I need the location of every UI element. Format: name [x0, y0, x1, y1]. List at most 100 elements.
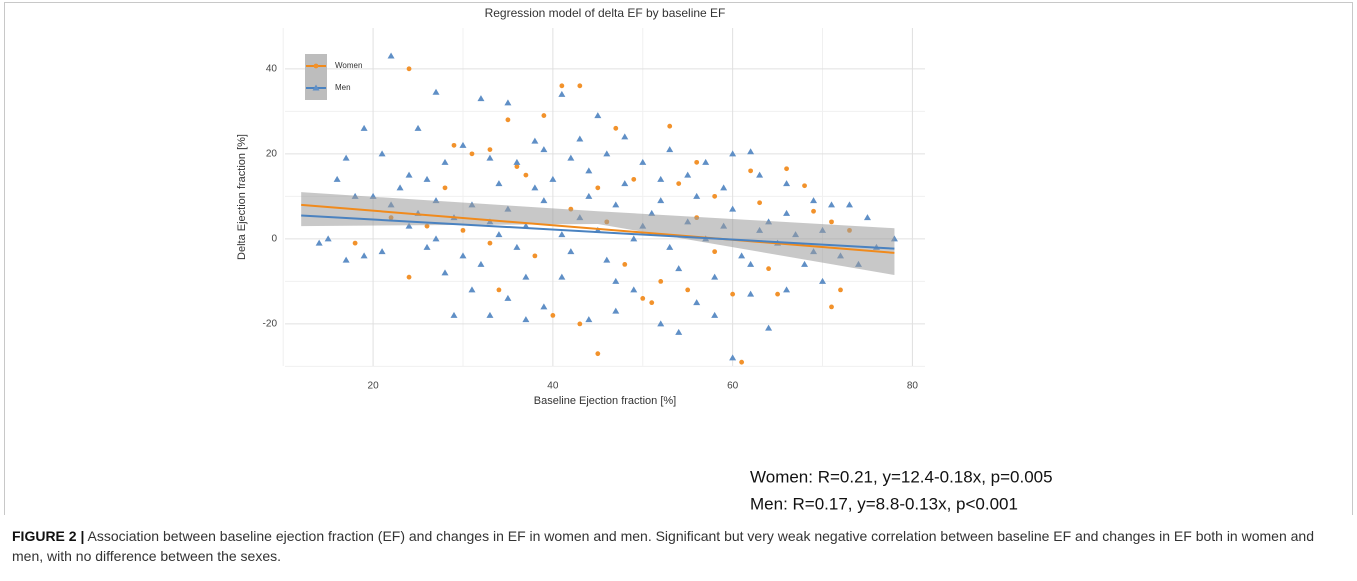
point [621, 180, 629, 187]
point [567, 248, 575, 255]
point [324, 235, 332, 242]
point [513, 243, 521, 250]
point [460, 227, 466, 233]
point [432, 235, 440, 242]
point [558, 90, 566, 97]
point [469, 151, 475, 157]
point [504, 294, 512, 301]
point [711, 273, 719, 280]
point [802, 183, 807, 189]
legend-marker [313, 63, 319, 69]
point [775, 291, 780, 297]
point [766, 266, 771, 272]
point [459, 252, 467, 259]
chart-title: Regression model of delta EF by baseline… [485, 6, 726, 20]
point [747, 260, 755, 267]
point [612, 277, 620, 284]
point [549, 175, 557, 182]
point [522, 273, 530, 280]
point [684, 171, 692, 178]
point [729, 205, 737, 212]
point [495, 231, 503, 238]
point [432, 88, 440, 95]
chart: Regression model of delta EF by baseline… [236, 6, 1053, 513]
caption: FIGURE 2 | Association between baseline … [12, 526, 1332, 566]
point [459, 141, 467, 148]
point [811, 208, 816, 214]
point [477, 95, 485, 102]
point [630, 286, 638, 293]
point [496, 287, 502, 293]
x-tick-label: 80 [907, 381, 919, 392]
fit-line [301, 214, 895, 250]
point [845, 201, 853, 208]
point [423, 243, 431, 250]
point [829, 219, 834, 225]
point [450, 311, 458, 318]
fit-line [301, 203, 895, 254]
point [577, 83, 583, 89]
point [748, 168, 754, 174]
point [729, 150, 737, 157]
point [531, 137, 539, 144]
point [441, 269, 449, 276]
point [360, 252, 368, 259]
point [441, 158, 449, 165]
point [396, 184, 404, 191]
legend-label: Men [335, 83, 351, 92]
point [657, 320, 665, 327]
point [487, 147, 493, 152]
point [523, 172, 529, 178]
point [540, 303, 548, 310]
point [522, 316, 530, 323]
point [810, 197, 818, 204]
point [783, 286, 791, 293]
point [514, 164, 520, 170]
point [405, 222, 413, 229]
point [513, 158, 521, 165]
point [405, 171, 413, 178]
legend-marker [312, 84, 320, 91]
point [595, 185, 601, 191]
point [594, 112, 602, 119]
point [504, 99, 512, 106]
point [613, 125, 619, 131]
point [612, 201, 620, 208]
point [649, 300, 655, 306]
point [747, 290, 755, 297]
point [567, 154, 575, 161]
point [486, 154, 494, 161]
point [711, 311, 719, 318]
point [675, 328, 683, 335]
point [451, 142, 457, 148]
y-tick-label: 40 [266, 63, 278, 74]
point [693, 299, 701, 306]
point [819, 277, 827, 284]
caption-text: Association between baseline ejection fr… [12, 528, 1314, 564]
point [712, 193, 718, 199]
point [540, 197, 548, 204]
point [694, 159, 700, 165]
point [585, 316, 593, 323]
point [486, 311, 494, 318]
point [829, 304, 834, 310]
point [666, 243, 674, 250]
point [693, 192, 701, 199]
point [487, 240, 493, 246]
y-tick-label: 20 [266, 148, 278, 159]
x-axis-label: Baseline Ejection fraction [%] [534, 395, 676, 407]
point [783, 180, 791, 187]
point [315, 239, 323, 246]
point [838, 287, 843, 293]
point [342, 154, 350, 161]
point [739, 359, 745, 365]
point [585, 167, 593, 174]
point [765, 324, 773, 331]
point [442, 185, 448, 191]
x-tick-label: 40 [547, 381, 559, 392]
point [757, 200, 763, 206]
point [531, 184, 539, 191]
point [577, 321, 583, 327]
point [558, 231, 566, 238]
point [540, 146, 548, 153]
